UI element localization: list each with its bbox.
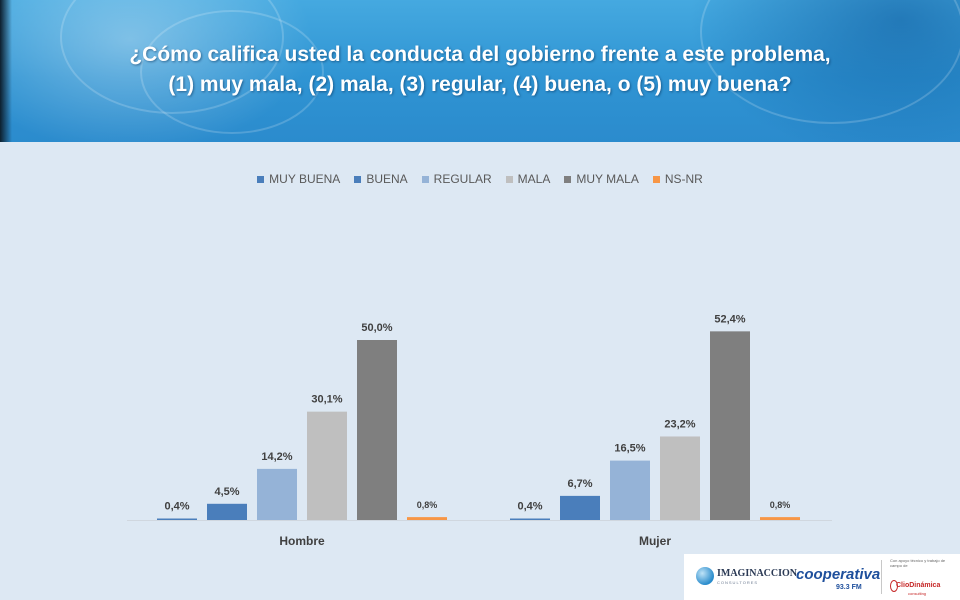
footer-logos: IMAGINACCION CONSULTORES cooperativa 93.… [684,554,960,600]
data-label: 23,2% [664,418,695,430]
data-label: 0,4% [164,501,189,513]
cliodinamica-mark-icon [890,580,898,592]
cooperativa-frequency: 93.3 FM [836,584,862,591]
cooperativa-logo: cooperativa 93.3 FM [796,562,880,592]
legend-label: MUY BUENA [269,172,341,186]
data-label: 0,8% [770,500,791,510]
bar [157,518,197,520]
legend-label: MALA [517,172,551,186]
chart-legend: MUY BUENA BUENA REGULAR MALA MUY MALA NS-NR [0,172,960,186]
legend-label: BUENA [366,172,408,186]
data-label: 14,2% [261,451,292,463]
data-label: 50,0% [361,322,392,334]
cliodinamica-wordmark: ClioDinámica [896,582,941,589]
legend-item: MUY BUENA [257,172,340,186]
legend-swatch [257,175,265,183]
data-label: 4,5% [214,486,239,498]
cliodinamica-logo: Con apoyo técnico y trabajo de campo de … [890,558,958,596]
footer-divider [881,560,882,594]
legend-item: BUENA [354,172,408,186]
data-label: 16,5% [614,443,645,455]
bar [510,518,550,520]
legend-swatch [505,175,513,183]
bar [610,460,650,520]
cliodinamica-support-text: Con apoyo técnico y trabajo de campo de [890,558,946,568]
banner-dark-edge [0,0,12,142]
imaginaccion-wordmark: IMAGINACCION [717,568,797,579]
bar-chart: 0,4% 4,5% 14,2% 30,1% 50,0% 0,8% Hombre 0,4% 6,7… [127,313,832,548]
legend-label: REGULAR [433,172,492,186]
title-line-1: ¿Cómo califica usted la conducta del gob… [129,43,831,66]
legend-swatch [564,175,572,183]
legend-item: MUY MALA [564,172,639,186]
bar [207,503,247,520]
bar [407,517,447,520]
bar [710,331,750,520]
data-label: 0,4% [517,501,542,513]
bar [760,517,800,520]
globe-icon [696,567,714,585]
cliodinamica-subtitle: consulting [908,591,927,596]
data-label: 0,8% [417,500,438,510]
category-label: Mujer [639,534,671,548]
legend-label: MUY MALA [576,172,639,186]
legend-label: NS-NR [664,172,703,186]
data-label: 6,7% [567,478,592,490]
chart-area [0,142,960,600]
header-banner: ¿Cómo califica usted la conducta del gob… [0,0,960,142]
bar [560,495,600,520]
page-title: ¿Cómo califica usted la conducta del gob… [40,40,920,100]
legend-item: NS-NR [652,172,703,186]
legend-swatch [652,175,660,183]
bar [660,436,700,520]
data-label: 30,1% [311,394,342,406]
banner-swirl [140,10,324,134]
legend-item: MALA [505,172,551,186]
title-line-2: (1) muy mala, (2) mala, (3) regular, (4)… [168,73,792,96]
bar [257,468,297,520]
bar [357,340,397,520]
imaginaccion-subtitle: CONSULTORES [717,580,759,585]
data-label: 52,4% [714,313,745,325]
legend-swatch [421,175,429,183]
legend-swatch [354,175,362,183]
imaginaccion-logo: IMAGINACCION CONSULTORES [696,564,797,590]
category-label: Hombre [279,534,325,548]
legend-item: REGULAR [421,172,492,186]
cooperativa-wordmark: cooperativa [796,566,881,583]
bar [307,411,347,520]
